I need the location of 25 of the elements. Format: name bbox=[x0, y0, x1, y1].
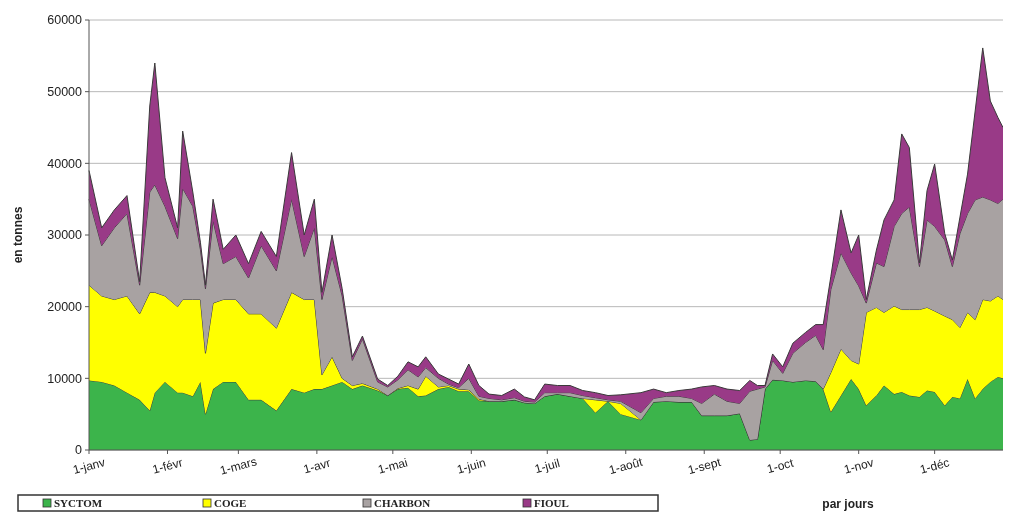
x-tick-label: 1-janv bbox=[71, 455, 107, 477]
x-tick-label: 1-juin bbox=[455, 455, 488, 477]
x-tick-label: 1-sept bbox=[686, 454, 723, 478]
x-tick-label: 1-juil bbox=[533, 455, 562, 477]
x-tick-label: 1-avr bbox=[301, 455, 332, 477]
y-tick-label: 30000 bbox=[47, 228, 83, 243]
y-tick-label: 20000 bbox=[47, 300, 83, 315]
legend-label: FIOUL bbox=[534, 497, 569, 509]
y-tick-label: 40000 bbox=[47, 156, 83, 171]
x-tick-label: 1-nov bbox=[842, 455, 875, 477]
x-axis-title: par jours bbox=[822, 497, 874, 511]
legend-label: COGE bbox=[214, 497, 247, 509]
x-tick-label: 1-oct bbox=[765, 455, 796, 477]
x-tick-label: 1-août bbox=[607, 454, 645, 478]
y-tick-label: 10000 bbox=[47, 371, 83, 386]
x-tick-label: 1-mai bbox=[376, 455, 410, 477]
y-tick-label: 60000 bbox=[47, 13, 83, 28]
x-tick-label: 1-déc bbox=[918, 455, 951, 477]
legend-label: SYCTOM bbox=[54, 497, 103, 509]
x-tick-label: 1-févr bbox=[150, 455, 185, 477]
y-tick-label: 0 bbox=[75, 443, 83, 458]
y-axis-title: en tonnes bbox=[11, 206, 25, 264]
y-tick-label: 50000 bbox=[47, 85, 83, 100]
x-tick-label: 1-mars bbox=[218, 454, 259, 478]
legend-label: CHARBON bbox=[374, 497, 431, 509]
